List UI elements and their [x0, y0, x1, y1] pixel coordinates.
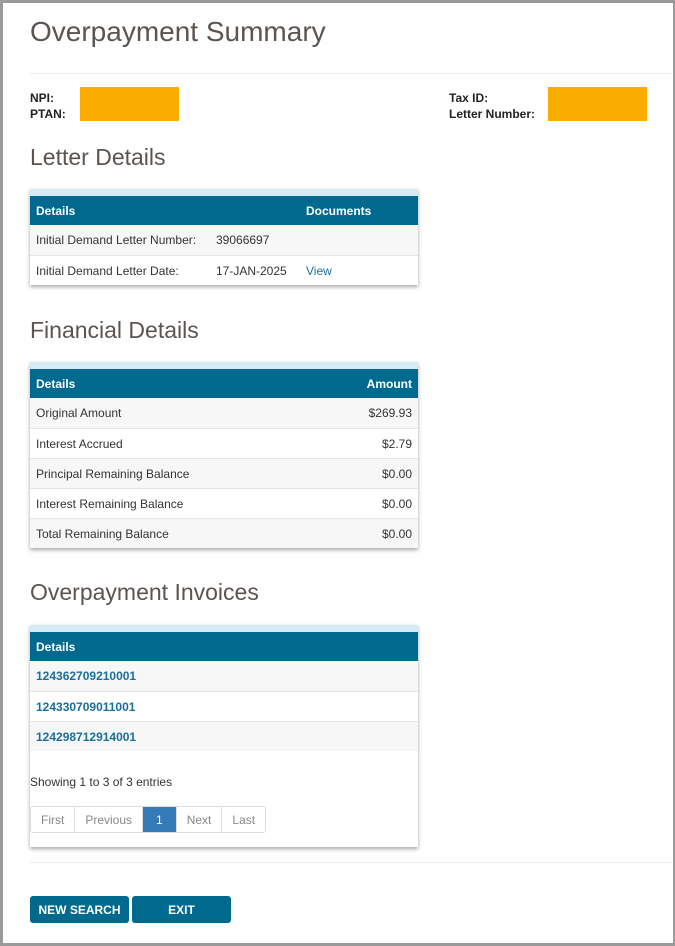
divider	[30, 862, 672, 863]
invoice-link[interactable]: 124330709011001	[36, 699, 136, 714]
table-row: Original Amount $269.93	[30, 398, 418, 428]
table-row: Total Remaining Balance $0.00	[30, 518, 418, 548]
row-label: Original Amount	[36, 406, 122, 420]
ptan-label: PTAN:	[30, 107, 66, 121]
financial-details-table: Details Amount Original Amount $269.93 Inte…	[30, 362, 418, 548]
pager-last[interactable]: Last	[221, 807, 265, 832]
row-label: Initial Demand Letter Number:	[36, 233, 197, 247]
page-title: Overpayment Summary	[30, 16, 326, 47]
row-label: Interest Accrued	[36, 436, 123, 451]
financial-details-heading: Financial Details	[30, 317, 199, 343]
row-label: Initial Demand Letter Date:	[36, 263, 179, 278]
table-row: Principal Remaining Balance $0.00	[30, 458, 418, 488]
pager-first[interactable]: First	[41, 812, 65, 827]
invoice-link[interactable]: 124298712914001	[36, 729, 137, 744]
pager-page-1[interactable]: 1	[142, 807, 176, 832]
table-row: 124330709011001	[30, 691, 418, 721]
invoices-heading: Overpayment Invoices	[30, 579, 259, 605]
row-amount: $0.00	[381, 466, 412, 481]
row-amount: $0.00	[381, 496, 412, 511]
table-row: Interest Remaining Balance $0.00	[30, 488, 418, 518]
letter-details-table: Details Documents Initial Demand Letter N…	[30, 189, 418, 285]
row-amount: $2.79	[381, 436, 412, 451]
table-row: 124298712914001	[30, 721, 418, 751]
col-amount: Amount	[366, 376, 412, 391]
col-details: Details	[36, 203, 76, 218]
new-search-button[interactable]: NEW SEARCH	[30, 896, 129, 923]
pagination: First Previous 1 Next Last	[30, 806, 267, 833]
table-row: 124362709210001	[30, 661, 418, 691]
row-value: 39066697	[216, 233, 270, 247]
row-value: 17-JAN-2025	[216, 263, 287, 278]
row-label: Total Remaining Balance	[36, 526, 169, 541]
table-row: Interest Accrued $2.79	[30, 428, 418, 458]
table-row: Initial Demand Letter Date: 17-JAN-2025 Vi…	[30, 255, 418, 285]
exit-button[interactable]: EXIT	[132, 896, 231, 923]
row-label: Interest Remaining Balance	[36, 496, 184, 511]
row-amount: $0.00	[381, 526, 412, 541]
redacted-npi-ptan	[80, 87, 179, 121]
col-details: Details	[36, 376, 76, 391]
entries-info: Showing 1 to 3 of 3 entries	[30, 775, 173, 789]
taxid-label: Tax ID:	[449, 91, 489, 105]
npi-label: NPI:	[30, 91, 54, 105]
table-row: Initial Demand Letter Number: 39066697	[30, 225, 418, 255]
pager-previous[interactable]: Previous	[74, 807, 142, 832]
pager-next[interactable]: Next	[175, 807, 222, 832]
view-document-link[interactable]: View	[306, 263, 332, 278]
invoices-table: Details 124362709210001 124330709011001 12…	[30, 625, 418, 847]
redacted-taxid-letter	[548, 87, 647, 121]
col-details: Details	[36, 639, 76, 654]
letter-details-heading: Letter Details	[30, 144, 166, 170]
col-documents: Documents	[306, 203, 372, 218]
letter-number-label: Letter Number:	[449, 107, 536, 121]
invoice-link[interactable]: 124362709210001	[36, 669, 137, 683]
row-label: Principal Remaining Balance	[36, 466, 190, 481]
row-amount: $269.93	[368, 406, 412, 420]
divider	[30, 73, 672, 74]
